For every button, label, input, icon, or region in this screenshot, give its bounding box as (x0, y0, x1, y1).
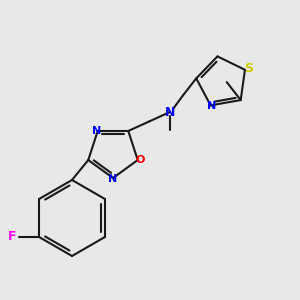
Text: S: S (244, 62, 253, 75)
Text: N: N (92, 126, 101, 136)
Text: N: N (165, 106, 175, 118)
Text: N: N (108, 174, 118, 184)
Text: F: F (8, 230, 16, 244)
Text: N: N (207, 101, 216, 111)
Text: O: O (135, 155, 144, 165)
